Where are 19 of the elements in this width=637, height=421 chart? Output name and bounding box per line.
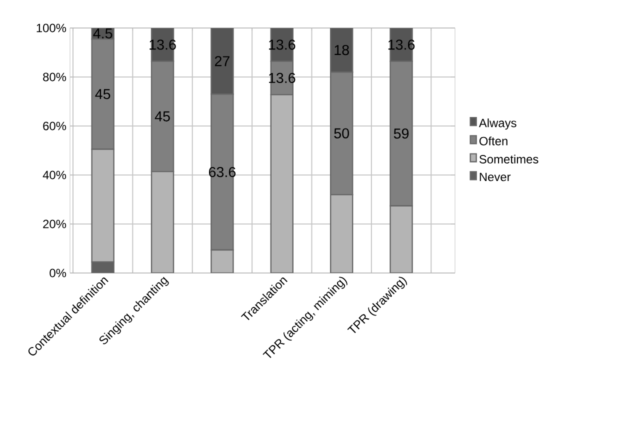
legend-label: Always: [478, 118, 516, 130]
y-tick-label: 0%: [50, 268, 66, 278]
y-tick-label: 20%: [43, 220, 66, 228]
y-tick-label: 40%: [42, 170, 66, 180]
data-label: 45: [95, 89, 110, 100]
y-tick-label: 80%: [43, 72, 66, 82]
bar: [91, 148, 114, 263]
data-label: 27: [214, 56, 230, 66]
y-tick-label: 100%: [36, 24, 66, 32]
legend-label: Often: [479, 136, 508, 146]
legend-label: Sometimes: [479, 154, 538, 164]
data-label: 13.6: [269, 72, 296, 84]
y-tick-label: 60%: [43, 122, 66, 130]
data-label: 50: [334, 128, 350, 138]
legend-label: Never: [480, 172, 511, 182]
data-label: 45: [154, 111, 170, 122]
data-label: 18: [334, 44, 349, 56]
data-label: 4.5: [93, 28, 112, 39]
data-label: 59: [394, 128, 409, 139]
